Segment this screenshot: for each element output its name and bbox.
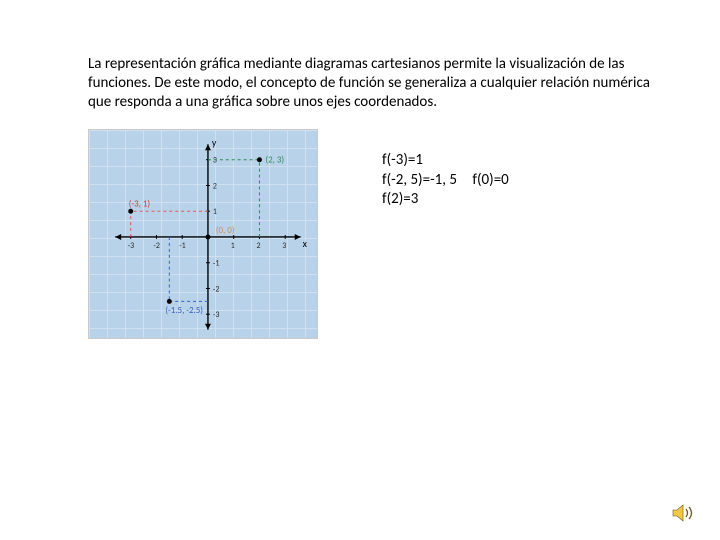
equations: f(-3)=1 f(-2, 5)=-1, 5 f(0)=0 f(2)=3 — [382, 129, 509, 210]
svg-text:-1: -1 — [213, 259, 219, 269]
svg-text:1: 1 — [213, 207, 217, 217]
intro-paragraph: La representación gráfica mediante diagr… — [88, 55, 660, 111]
eq-line-2: f(-2, 5)=-1, 5 f(0)=0 — [382, 171, 509, 191]
svg-text:(-1.5, -2.5): (-1.5, -2.5) — [165, 306, 203, 316]
svg-text:x: x — [303, 238, 308, 250]
svg-text:-2: -2 — [153, 241, 159, 251]
svg-text:y: y — [212, 137, 217, 149]
svg-text:2: 2 — [256, 241, 260, 251]
svg-text:(2, 3): (2, 3) — [265, 156, 284, 166]
eq-line-2-left: f(-2, 5)=-1, 5 — [382, 171, 457, 189]
svg-text:1: 1 — [231, 241, 235, 251]
eq-line-3: f(2)=3 — [382, 190, 509, 210]
svg-text:-3: -3 — [213, 310, 219, 320]
svg-text:-2: -2 — [213, 285, 219, 295]
content-row: x y -3 -2 -1 1 2 3 -3 -2 -1 1 2 3 (-3, 1) (2, 3) (0, … — [88, 129, 660, 339]
svg-text:-3: -3 — [128, 241, 134, 251]
eq-line-1: f(-3)=1 — [382, 151, 509, 171]
eq-line-2-right: f(0)=0 — [472, 171, 508, 191]
svg-text:3: 3 — [282, 241, 286, 251]
svg-text:3: 3 — [213, 156, 217, 166]
speaker-icon — [670, 500, 696, 526]
chart-svg: x y -3 -2 -1 1 2 3 -3 -2 -1 1 2 3 (-3, 1) (2, 3) (0, … — [89, 130, 317, 338]
svg-text:-1: -1 — [179, 241, 185, 251]
cartesian-chart: x y -3 -2 -1 1 2 3 -3 -2 -1 1 2 3 (-3, 1) (2, 3) (0, … — [88, 129, 318, 339]
svg-text:(-3, 1): (-3, 1) — [129, 200, 151, 210]
svg-text:2: 2 — [213, 182, 217, 192]
svg-text:(0, 0): (0, 0) — [216, 226, 235, 236]
